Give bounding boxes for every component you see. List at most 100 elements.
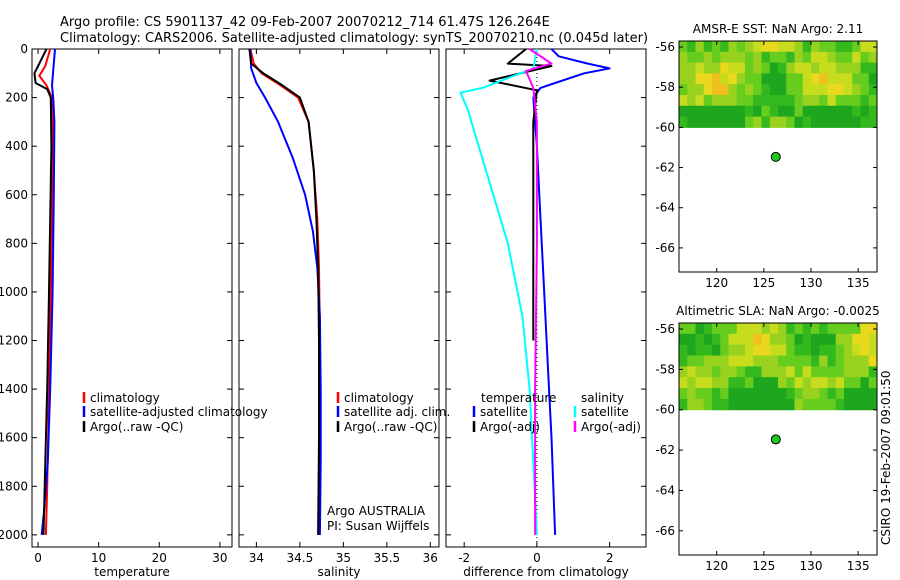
series-line bbox=[40, 48, 56, 535]
map-cell bbox=[695, 333, 705, 346]
map-cell bbox=[679, 333, 688, 346]
y-tick-label: -62 bbox=[655, 443, 675, 457]
x-tick-label: 0 bbox=[34, 551, 42, 565]
map-cell bbox=[811, 355, 820, 367]
map-cell bbox=[802, 355, 812, 367]
map-cell bbox=[811, 377, 820, 389]
map-cell bbox=[753, 105, 762, 118]
map-cell bbox=[811, 62, 820, 74]
map-cell bbox=[745, 388, 754, 400]
plot-frame bbox=[445, 48, 647, 548]
map-cell bbox=[769, 73, 779, 85]
map-cell bbox=[860, 84, 870, 96]
map-cell bbox=[720, 398, 729, 411]
map-cell bbox=[844, 344, 853, 357]
map-cell bbox=[687, 105, 696, 118]
legend-label: Argo(-adj) bbox=[480, 420, 540, 434]
map-cell bbox=[679, 105, 688, 118]
map-cell bbox=[852, 366, 861, 378]
map-cell bbox=[778, 366, 787, 378]
map-cell bbox=[827, 398, 837, 411]
map-cell bbox=[753, 344, 762, 357]
map-cell bbox=[728, 388, 738, 400]
plot-frame bbox=[31, 48, 233, 548]
map-cell bbox=[811, 344, 820, 357]
map-cell bbox=[703, 323, 713, 335]
map-cell bbox=[819, 62, 828, 74]
map-cell bbox=[860, 398, 870, 411]
map-cell bbox=[695, 388, 705, 400]
plot-frame bbox=[238, 48, 440, 548]
legend-label: Argo(-adj) bbox=[581, 420, 641, 434]
map-cell bbox=[736, 51, 746, 64]
map-cell bbox=[802, 388, 812, 400]
map-cell bbox=[868, 388, 878, 400]
map-cell bbox=[811, 41, 820, 53]
map-cell bbox=[720, 73, 729, 85]
map-cell bbox=[687, 388, 696, 400]
y-tick-label: -58 bbox=[655, 362, 675, 376]
map-cell bbox=[736, 84, 746, 96]
map-cell bbox=[778, 388, 787, 400]
map-cell bbox=[852, 41, 861, 53]
map-cell bbox=[728, 398, 738, 411]
x-tick-label: 34.5 bbox=[287, 551, 314, 565]
map-cell bbox=[860, 94, 870, 107]
map-cell bbox=[852, 51, 861, 64]
map-cell bbox=[687, 366, 696, 378]
map-cell bbox=[736, 333, 746, 346]
map-cell bbox=[720, 105, 729, 118]
map-cell bbox=[712, 73, 721, 85]
map-cell bbox=[835, 366, 845, 378]
map-cell bbox=[703, 116, 713, 128]
map-cell bbox=[819, 94, 828, 107]
map-cell bbox=[703, 51, 713, 64]
map-cell bbox=[794, 366, 804, 378]
map-cell bbox=[802, 323, 812, 335]
map-cell bbox=[868, 377, 878, 389]
series-line bbox=[488, 48, 553, 341]
map-cell bbox=[811, 323, 820, 335]
map-cell bbox=[703, 333, 713, 346]
map-cell bbox=[736, 116, 746, 128]
panel-temperature: 0 10 20 30 0 200 400 600 800 1000 1200 1400 1600 1800… bbox=[0, 42, 268, 579]
map-cell bbox=[736, 377, 746, 389]
map-cell bbox=[712, 333, 721, 346]
map-cell bbox=[761, 355, 771, 367]
x-tick-label: -2 bbox=[458, 551, 470, 565]
map-cell bbox=[695, 51, 705, 64]
map-cell bbox=[769, 116, 779, 128]
map-cell bbox=[827, 344, 837, 357]
map-cell bbox=[844, 388, 853, 400]
map-cell bbox=[811, 333, 820, 346]
map-cell bbox=[695, 398, 705, 411]
map-cell bbox=[695, 94, 705, 107]
map-cell bbox=[811, 398, 820, 411]
map-cell bbox=[687, 355, 696, 367]
map-cell bbox=[753, 116, 762, 128]
map-cell bbox=[728, 333, 738, 346]
map-cell bbox=[753, 377, 762, 389]
map-cell bbox=[736, 62, 746, 74]
legend-label: satellite-adjusted climatology bbox=[90, 405, 268, 419]
map-cell bbox=[852, 377, 861, 389]
map-cell bbox=[769, 323, 779, 335]
map-cell bbox=[819, 398, 828, 411]
y-tick-label: 2000 bbox=[0, 528, 28, 542]
map-cell bbox=[769, 41, 779, 53]
map-cell bbox=[786, 105, 795, 118]
map-cell bbox=[679, 323, 688, 335]
x-tick-label: 125 bbox=[752, 276, 775, 290]
map-cell bbox=[844, 377, 853, 389]
map-cell bbox=[852, 344, 861, 357]
map-cell bbox=[728, 41, 738, 53]
map-cell bbox=[720, 355, 729, 367]
map-cell bbox=[745, 73, 754, 85]
map-cell bbox=[687, 84, 696, 96]
map-cell bbox=[736, 355, 746, 367]
map-cell bbox=[695, 377, 705, 389]
map-cell bbox=[852, 62, 861, 74]
map-cell bbox=[860, 377, 870, 389]
map-cell bbox=[852, 398, 861, 411]
map-cell bbox=[802, 344, 812, 357]
